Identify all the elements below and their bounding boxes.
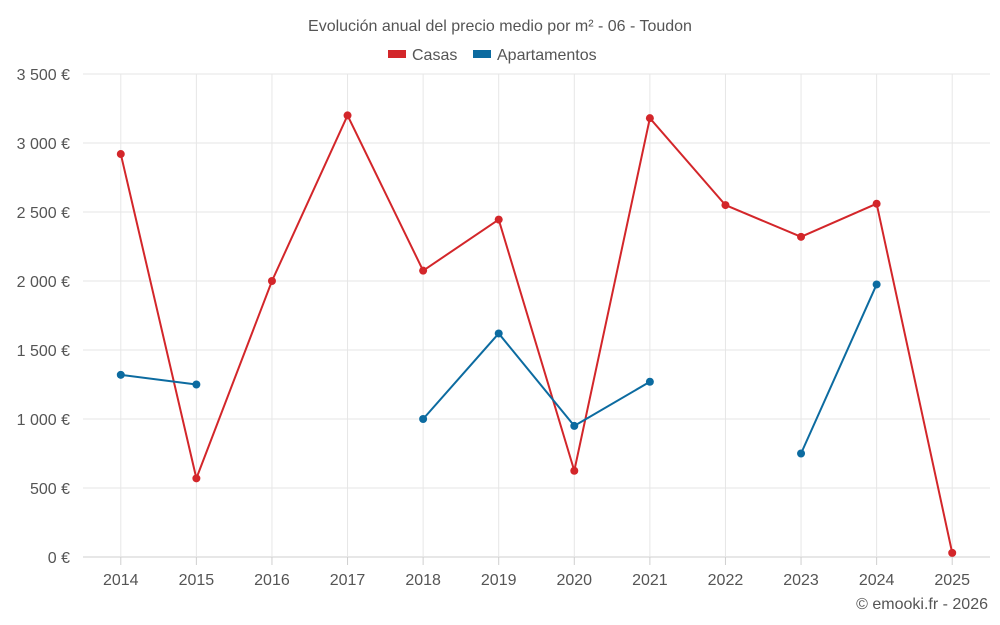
data-point-casas[interactable] [948,548,957,557]
legend: Casas Apartamentos [388,47,597,64]
y-tick-label: 1 000 € [17,412,70,429]
data-point-apartamentos[interactable] [419,415,428,423]
data-point-apartamentos[interactable] [192,380,201,389]
data-point-casas[interactable] [721,201,730,210]
data-point-casas[interactable] [116,150,125,159]
x-tick-label: 2016 [254,572,290,589]
line-segment-casas [724,204,803,238]
credit-text: © emooki.fr - 2026 [856,596,988,613]
y-tick-label: 0 € [48,550,70,567]
legend-label-apartamentos[interactable]: Apartamentos [497,47,597,64]
line-segment-apartamentos [422,332,500,420]
series-apartamentos [116,280,881,458]
data-point-casas[interactable] [192,474,201,483]
line-segment-casas [497,218,576,472]
line-segment-casas [270,114,349,282]
line-segment-apartamentos [497,332,576,427]
line-segment-casas [875,202,954,554]
y-tick-label: 1 500 € [17,343,70,360]
series-layer [116,111,957,557]
data-point-casas[interactable] [570,466,579,475]
x-tick-label: 2021 [632,572,668,589]
x-tick-label: 2019 [481,572,517,589]
x-tick-label: 2022 [708,572,744,589]
line-segment-casas [573,117,651,472]
data-point-apartamentos[interactable] [872,280,881,289]
gridlines [83,73,990,558]
line-segment-casas [422,218,500,272]
x-tick-label: 2015 [179,572,215,589]
x-tick-label: 2017 [330,572,366,589]
x-tick-label: 2025 [934,572,970,589]
data-point-casas[interactable] [267,277,276,285]
line-segment-casas [346,114,425,272]
y-tick-label: 500 € [30,481,70,498]
x-tick-label: 2020 [556,572,592,589]
data-point-casas[interactable] [343,111,352,120]
line-segment-apartamentos [573,380,651,427]
y-tick-label: 2 000 € [17,274,70,291]
line-segment-apartamentos [800,283,878,455]
data-point-apartamentos[interactable] [797,449,806,458]
data-point-apartamentos[interactable] [116,370,125,379]
y-tick-label: 3 500 € [17,67,70,84]
y-axis: 0 € 500 € 1 000 € 1 500 € 2 000 € 2 500 € 3 00… [17,67,70,567]
x-tick-label: 2024 [859,572,895,589]
x-tick-label: 2014 [103,572,139,589]
legend-label-casas[interactable]: Casas [412,47,457,64]
legend-swatch-apartamentos [473,50,491,58]
x-tick-label: 2023 [783,572,819,589]
y-tick-label: 2 500 € [17,205,70,222]
line-segment-casas [648,117,727,207]
data-point-casas[interactable] [645,114,654,123]
data-point-apartamentos[interactable] [494,329,503,338]
line-segment-casas [119,153,198,480]
data-point-casas[interactable] [494,215,503,224]
y-tick-label: 3 000 € [17,136,70,153]
data-point-casas[interactable] [872,199,881,208]
data-point-apartamentos[interactable] [645,377,654,386]
chart-title: Evolución anual del precio medio por m² … [308,18,692,35]
legend-swatch-casas [388,50,406,58]
series-casas [116,111,957,557]
data-point-casas[interactable] [419,266,428,275]
data-point-apartamentos[interactable] [570,421,579,430]
line-segment-casas [800,202,878,238]
data-point-casas[interactable] [797,232,806,241]
x-tick-label: 2018 [405,572,441,589]
x-axis: 2014 2015 2016 2017 2018 2019 2020 2021 2022 2023… [103,557,970,589]
line-segment-apartamentos [119,373,198,386]
line-segment-casas [195,280,273,480]
